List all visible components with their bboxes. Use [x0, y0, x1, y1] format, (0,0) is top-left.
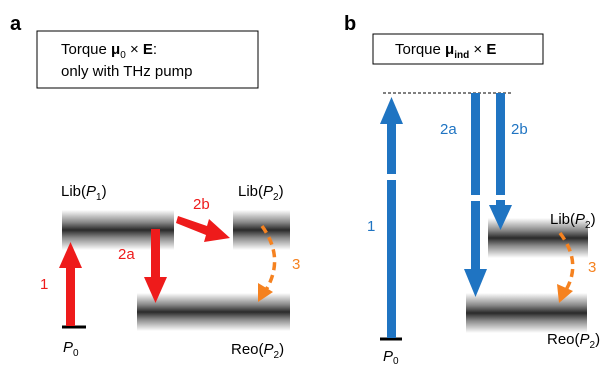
panel-a-arrow-3-label: 3 [292, 256, 300, 273]
panel-b-level-lib-p2 [488, 218, 588, 258]
panel-b-arrow-3-label: 3 [588, 259, 596, 276]
panel-b-arrow-1 [380, 97, 403, 338]
panel-a-arrow-2b [176, 216, 230, 242]
panel-b-level-reo-p2 [466, 293, 587, 333]
panel-b: b Torque μind × E Lib(P2) Reo(P2) P0 1 2… [344, 13, 600, 365]
panel-b-title-box [372, 33, 544, 65]
panel-a-level-lib-p2 [233, 210, 290, 250]
panel-a-arrow-2a [144, 229, 167, 303]
panel-a-label-p0: P0 [63, 339, 79, 359]
panel-a-title-line1: Torque μ0 × E: [61, 41, 157, 61]
panel-b-arrow-2a [464, 93, 487, 297]
panel-a-label-lib-p2: Lib(P2) [238, 183, 284, 203]
panel-a-label-lib-p1: Lib(P1) [61, 183, 107, 203]
panel-b-label-lib-p2: Lib(P2) [550, 211, 596, 231]
panel-a-title-line2: only with THz pump [61, 63, 192, 80]
panel-a-arrow-2b-label: 2b [193, 196, 210, 213]
panel-a-label-reo-p2: Reo(P2) [231, 341, 284, 361]
panel-a-level-reo-p2 [137, 293, 290, 331]
panel-a-letter: a [10, 13, 22, 35]
panel-b-arrow-3 [557, 231, 575, 303]
panel-b-letter: b [344, 13, 356, 35]
panel-b-title-line1: Torque μind × E [395, 41, 496, 61]
panel-b-arrow-2a-label: 2a [440, 121, 457, 138]
panel-a-arrow-1-label: 1 [40, 276, 48, 293]
panel-b-arrow-1-label: 1 [367, 218, 375, 235]
panel-a: a Torque μ0 × E: only with THz pump Lib(… [10, 13, 300, 361]
panel-a-arrow-2a-label: 2a [118, 246, 135, 263]
panel-a-title-box [36, 30, 259, 89]
panel-a-arrow-3 [258, 224, 277, 302]
panel-b-arrow-2b-label: 2b [511, 121, 528, 138]
panel-b-label-p0: P0 [383, 348, 399, 365]
panel-b-arrow-2b [489, 93, 512, 230]
panel-b-label-reo-p2: Reo(P2) [547, 331, 600, 351]
panel-a-arrow-1 [59, 242, 82, 326]
